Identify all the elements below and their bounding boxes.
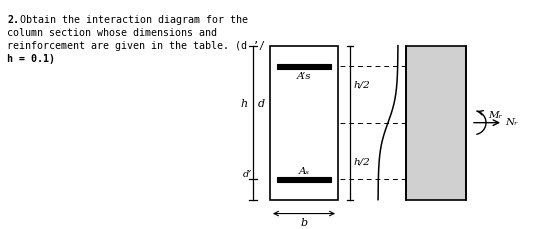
Text: h = 0.1): h = 0.1) bbox=[7, 53, 55, 63]
Text: Aₛ: Aₛ bbox=[299, 166, 310, 175]
Text: b: b bbox=[300, 217, 307, 226]
Text: d: d bbox=[258, 98, 265, 108]
Text: A’s: A’s bbox=[297, 71, 311, 80]
Text: Obtain the interaction diagram for the: Obtain the interaction diagram for the bbox=[20, 15, 248, 25]
Text: Nᵣ: Nᵣ bbox=[505, 118, 518, 127]
Text: h/2: h/2 bbox=[354, 157, 371, 166]
Bar bbox=[406, 46, 466, 200]
Text: d’: d’ bbox=[243, 169, 252, 179]
Bar bbox=[270, 46, 338, 200]
Bar bbox=[277, 64, 331, 69]
Text: 2.: 2. bbox=[7, 15, 19, 25]
Text: Mᵣ: Mᵣ bbox=[488, 111, 502, 120]
Text: h/2: h/2 bbox=[354, 80, 371, 89]
Bar bbox=[277, 177, 331, 182]
Text: h: h bbox=[241, 98, 248, 108]
Text: reinforcement are given in the table. (d ’/: reinforcement are given in the table. (d… bbox=[7, 41, 265, 51]
Text: column section whose dimensions and: column section whose dimensions and bbox=[7, 28, 217, 38]
